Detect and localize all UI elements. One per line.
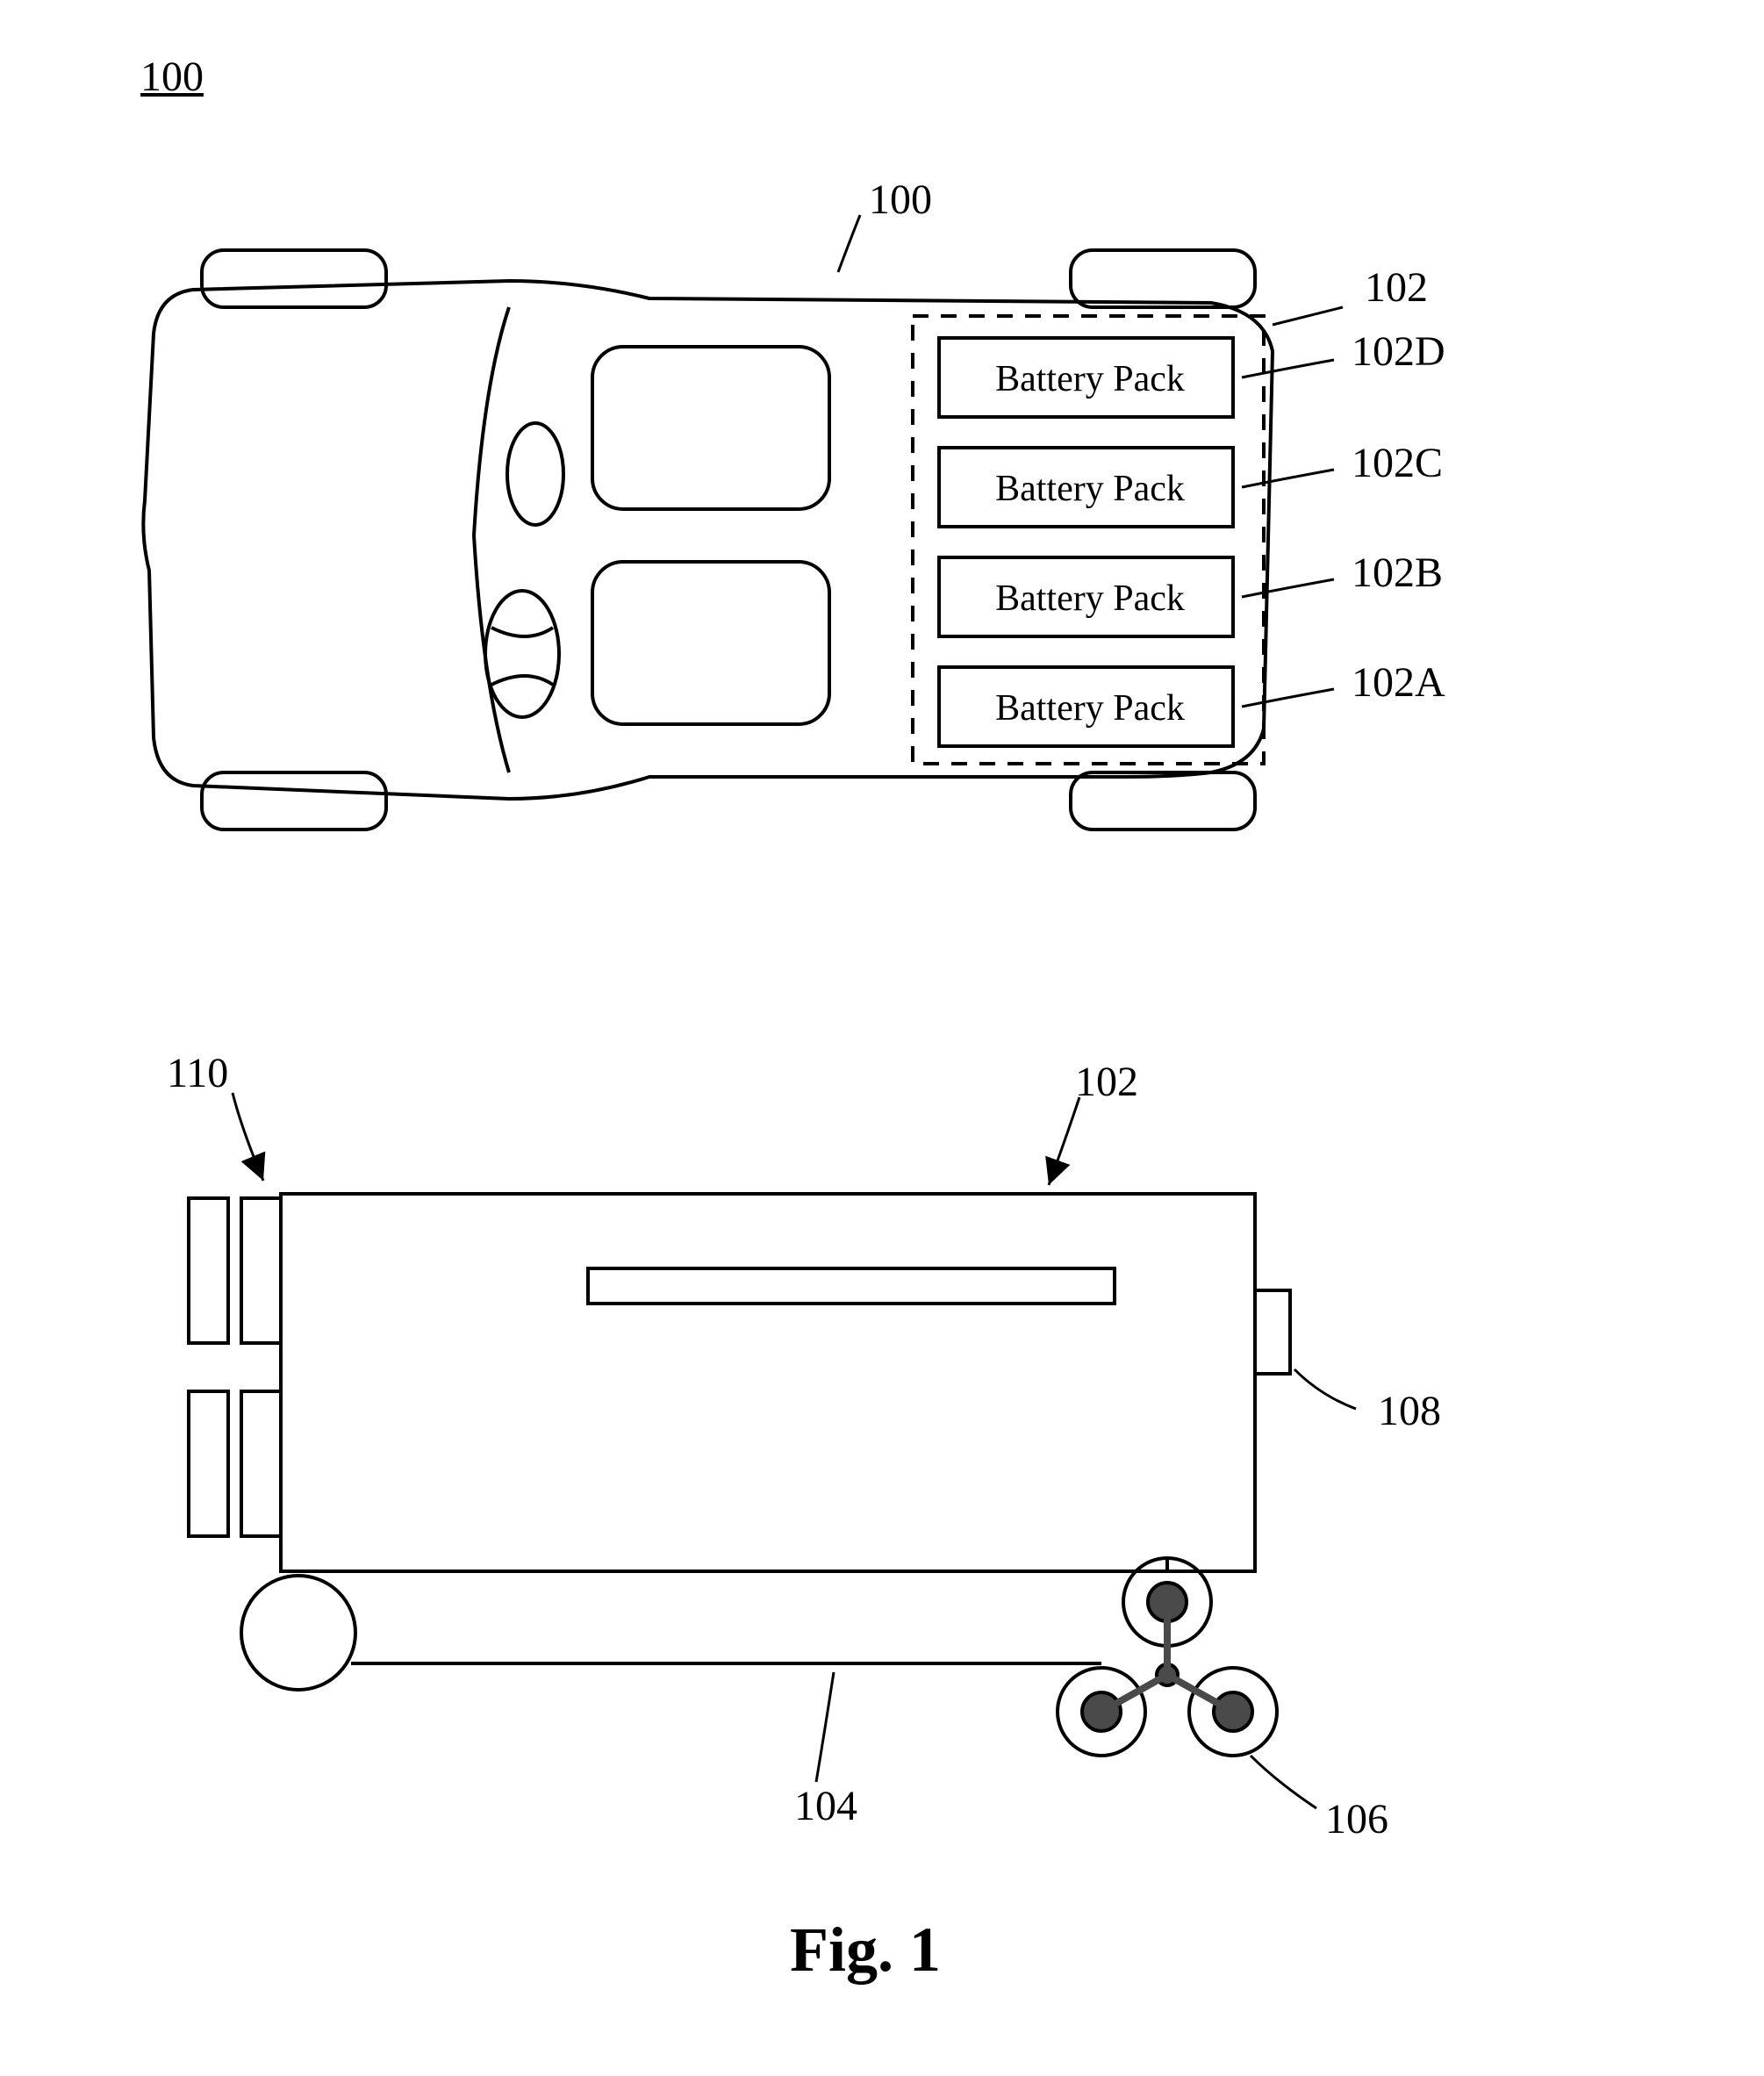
car-diagram — [88, 167, 1580, 913]
label-102a: 102A — [1352, 658, 1445, 707]
label-108: 108 — [1378, 1387, 1441, 1435]
label-104: 104 — [794, 1782, 857, 1830]
pack-diagram — [88, 1045, 1580, 1835]
label-102-car: 102 — [1365, 263, 1428, 312]
battery-pack-label-b: Battery Pack — [950, 578, 1230, 620]
label-100-car: 100 — [869, 176, 932, 224]
figure-caption: Fig. 1 — [790, 1914, 941, 1986]
label-110: 110 — [167, 1049, 228, 1097]
label-106: 106 — [1325, 1795, 1388, 1843]
label-102b: 102B — [1352, 549, 1443, 597]
battery-pack-label-a: Battery Pack — [950, 687, 1230, 729]
label-102d: 102D — [1352, 327, 1445, 376]
battery-pack-label-d: Battery Pack — [950, 358, 1230, 400]
title-label: 100 — [140, 53, 204, 101]
label-102-pack: 102 — [1075, 1058, 1138, 1106]
battery-pack-label-c: Battery Pack — [950, 468, 1230, 510]
label-102c: 102C — [1352, 439, 1443, 487]
